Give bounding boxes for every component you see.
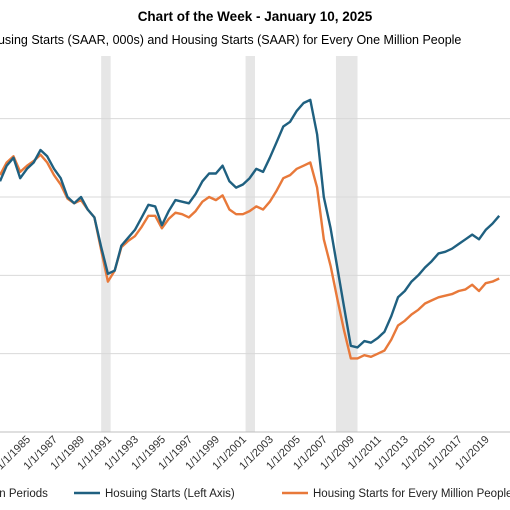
legend: Recession Periods Hosuing Starts (Left A… [0, 488, 510, 500]
series-line-housing-starts [0, 98, 501, 349]
recession-band-2 [335, 56, 358, 432]
series-lines [0, 98, 501, 360]
recession-band-1 [245, 56, 255, 432]
recession-band-0 [101, 56, 111, 432]
chart-title: Chart of the Week - January 10, 2025 [138, 9, 373, 24]
legend-label-recession: Recession Periods [0, 488, 48, 500]
x-tick-labels: 1/1/19851/1/19871/1/19891/1/19911/1/1993… [0, 434, 492, 473]
recession-bands [101, 56, 358, 432]
legend-label-housing-starts: Hosuing Starts (Left Axis) [105, 488, 235, 500]
chart-subtitle: Housing Starts (SAAR, 000s) and Housing … [0, 33, 461, 47]
gridlines [0, 118, 510, 355]
legend-label-starts-per-million: Housing Starts for Every Million People [313, 488, 510, 500]
